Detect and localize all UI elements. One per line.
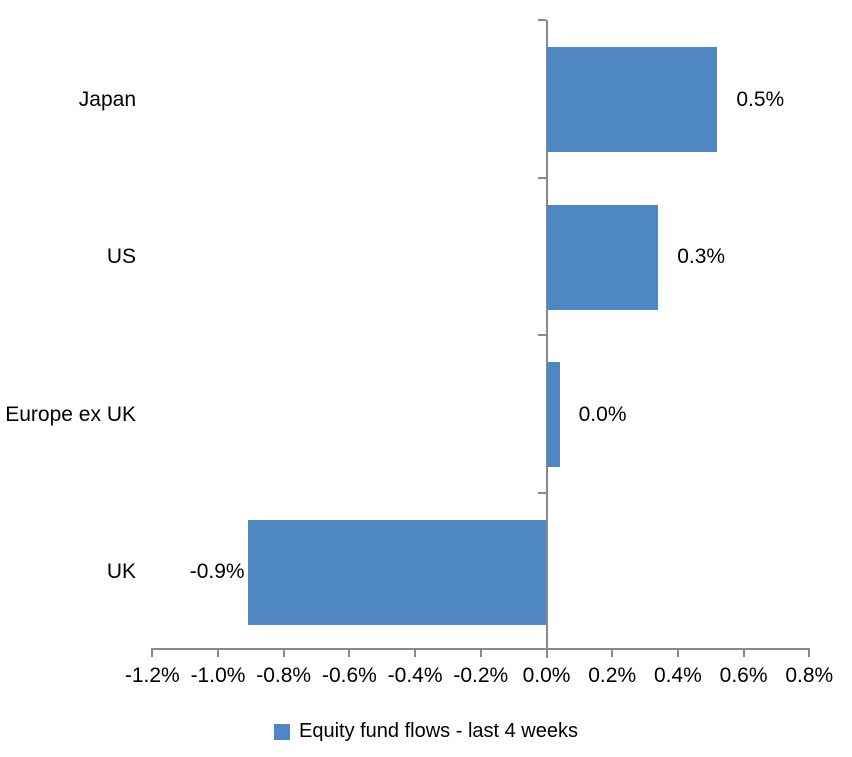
x-axis-tick <box>479 648 482 657</box>
value-label-us: 0.3% <box>677 245 726 268</box>
bar-us <box>546 204 659 310</box>
x-tick-label: -0.6% <box>321 664 377 687</box>
bar-europe-ex-uk <box>546 362 560 467</box>
category-label-japan: Japan <box>78 87 136 111</box>
x-axis-tick <box>151 648 154 657</box>
category-boundary-tick <box>537 176 546 179</box>
legend: Equity fund flows - last 4 weeks <box>0 720 852 743</box>
x-tick-label: -0.4% <box>387 664 443 687</box>
category-boundary-tick <box>537 334 546 336</box>
category-label-europe-ex-uk: Europe ex UK <box>5 402 136 426</box>
legend-label: Equity fund flows - last 4 weeks <box>298 720 578 742</box>
bar-japan <box>546 47 718 152</box>
category-label-us: US <box>106 245 136 268</box>
x-axis-tick <box>348 648 351 657</box>
x-tick-label: 0.8% <box>785 664 834 687</box>
category-label-uk: UK <box>106 560 136 583</box>
x-tick-label: 0.0% <box>522 664 571 687</box>
x-axis-tick <box>742 648 745 657</box>
category-boundary-tick <box>537 491 546 494</box>
x-tick-label: -1.2% <box>124 664 180 687</box>
zero-axis-line <box>545 20 548 658</box>
x-axis-tick <box>217 648 219 657</box>
x-axis-tick <box>808 648 811 657</box>
x-tick-label: 0.6% <box>719 664 768 687</box>
x-axis-tick <box>611 648 614 657</box>
x-tick-label: 0.2% <box>588 664 637 687</box>
value-label-uk: -0.9% <box>189 560 245 583</box>
x-tick-label: -0.2% <box>453 664 509 687</box>
value-label-japan: 0.5% <box>736 87 785 111</box>
x-tick-label: 0.4% <box>653 664 702 687</box>
x-axis-tick <box>282 648 285 657</box>
x-axis-tick <box>414 648 417 657</box>
x-tick-label: -0.8% <box>256 664 312 687</box>
bar-uk <box>247 519 547 625</box>
value-label-europe-ex-uk: 0.0% <box>578 402 627 426</box>
x-axis-tick <box>545 648 548 657</box>
x-axis-tick <box>676 648 679 657</box>
legend-marker-icon <box>273 723 290 740</box>
category-boundary-tick <box>537 19 546 21</box>
x-tick-label: -1.0% <box>190 664 246 687</box>
